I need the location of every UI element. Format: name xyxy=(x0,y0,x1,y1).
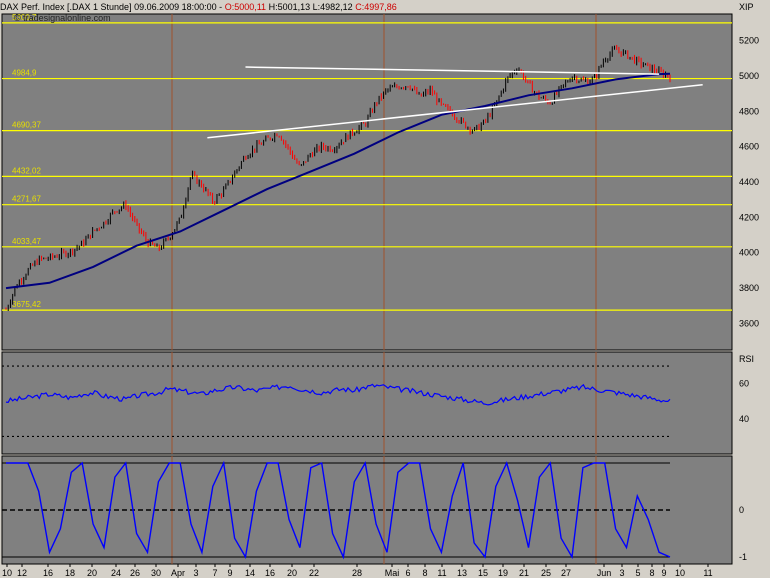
x-tick-label: 8 xyxy=(422,568,427,578)
level-label: 4432,02 xyxy=(12,166,41,175)
x-tick-label: 11 xyxy=(437,568,446,578)
rsi-tick-label: 60 xyxy=(739,379,749,389)
x-tick-label: 11 xyxy=(703,568,712,578)
rsi-tick-label: 40 xyxy=(739,414,749,424)
x-tick-label: 6 xyxy=(405,568,410,578)
x-tick-label: 18 xyxy=(65,568,75,578)
level-label: 4690,37 xyxy=(12,121,41,130)
x-tick-label: 28 xyxy=(352,568,362,578)
x-tick-label: 3 xyxy=(619,568,624,578)
x-tick-label: 3 xyxy=(193,568,198,578)
header-symbol: DAX Perf. Index [.DAX 1 Stunde] xyxy=(0,2,132,12)
level-label: 4271,67 xyxy=(12,195,41,204)
header-low: L:4982,12 xyxy=(312,2,353,12)
header-datetime: 09.06.2009 18:00:00 - xyxy=(134,2,223,12)
x-tick-label: 8 xyxy=(649,568,654,578)
x-tick-label: 16 xyxy=(265,568,275,578)
header-close: C:4997,86 xyxy=(355,2,397,12)
x-tick-label: 22 xyxy=(309,568,319,578)
x-tick-label: 16 xyxy=(43,568,53,578)
x-tick-label: 15 xyxy=(478,568,488,578)
symbol-right-label: XIP xyxy=(739,2,754,12)
x-tick-label: 20 xyxy=(87,568,97,578)
x-tick-label: 27 xyxy=(561,568,571,578)
x-tick-label: 25 xyxy=(541,568,551,578)
x-tick-label: 20 xyxy=(287,568,297,578)
level-label: 4033,47 xyxy=(12,237,41,246)
y-tick-label: 4200 xyxy=(739,212,759,222)
main-panel xyxy=(1,13,733,351)
level-label: 5300,7 xyxy=(12,13,37,22)
y-tick-label: 4800 xyxy=(739,106,759,116)
x-tick-label: Mai xyxy=(385,568,400,578)
x-tick-label: 21 xyxy=(519,568,529,578)
osc-tick-label: 0 xyxy=(739,505,744,515)
moving-average-line xyxy=(5,72,671,290)
x-tick-label: 7 xyxy=(212,568,217,578)
x-tick-label: 10 xyxy=(675,568,685,578)
y-tick-label: 5000 xyxy=(739,71,759,81)
trendline xyxy=(207,83,703,139)
x-tick-label: 24 xyxy=(111,568,121,578)
x-tick-label: 10 xyxy=(2,568,12,578)
x-tick-label: Apr xyxy=(171,568,185,578)
header-high: H:5001,13 xyxy=(268,2,311,12)
y-tick-label: 4000 xyxy=(739,248,759,258)
x-tick-label: 14 xyxy=(245,568,255,578)
level-label: 4984,9 xyxy=(12,69,37,78)
y-tick-label: 4400 xyxy=(739,177,759,187)
osc-tick-label: -1 xyxy=(739,552,747,562)
rsi-title: RSI xyxy=(739,354,754,364)
y-tick-label: 3800 xyxy=(739,283,759,293)
y-tick-label: 4600 xyxy=(739,142,759,152)
chart-header: DAX Perf. Index [.DAX 1 Stunde] 09.06.20… xyxy=(0,0,397,14)
x-tick-label: Jun xyxy=(597,568,612,578)
x-tick-label: 9 xyxy=(227,568,232,578)
rsi-panel xyxy=(1,351,733,455)
x-tick-label: 13 xyxy=(457,568,467,578)
rsi-line xyxy=(5,383,671,406)
header-open: O:5000,11 xyxy=(224,2,267,12)
y-tick-label: 3600 xyxy=(739,318,759,328)
trendline xyxy=(245,66,660,75)
level-label: 3675,42 xyxy=(12,300,41,309)
watermark: © tradesignalonline.com xyxy=(14,13,111,23)
x-tick-label: 19 xyxy=(498,568,508,578)
x-tick-label: 26 xyxy=(130,568,140,578)
x-tick-label: 30 xyxy=(151,568,161,578)
x-tick-label: 5 xyxy=(635,568,640,578)
x-tick-label: 12 xyxy=(17,568,27,578)
oscillator-line xyxy=(6,460,671,560)
y-tick-label: 5200 xyxy=(739,36,759,46)
x-tick-label: 9 xyxy=(661,568,666,578)
